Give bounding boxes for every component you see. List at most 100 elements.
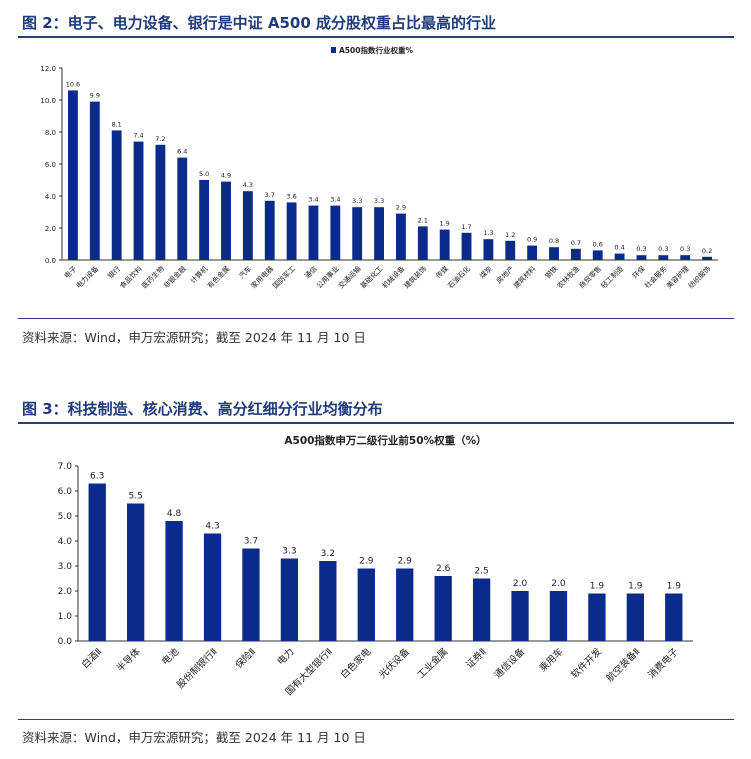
fig3-bar [242,548,260,641]
fig2-category-label: 电力设备 [74,264,100,290]
fig3-y-tick-label: 3.0 [58,562,73,572]
fig2-bar [308,205,319,260]
fig2-bar [483,239,494,260]
fig2-data-label: 3.4 [330,196,340,204]
fig2-bar [570,248,581,260]
fig2-category-label: 传媒 [434,264,450,280]
fig2-data-label: 0.8 [549,237,559,245]
fig2-data-label: 3.3 [374,197,384,205]
fig3-y-tick-label: 7.0 [58,462,73,472]
fig2-category-label: 环保 [631,264,647,280]
fig2-category-label: 机械设备 [380,264,406,290]
fig2-category-label: 农林牧渔 [555,264,581,290]
fig3-y-tick-label: 6.0 [58,487,73,497]
fig2-data-label: 1.3 [483,229,493,237]
figure2-top-rule [18,36,734,38]
fig2-data-label: 8.1 [111,120,121,128]
fig3-data-label: 2.6 [436,564,451,574]
figure2-bottom-rule [18,318,734,319]
fig2-bar [68,90,78,261]
fig3-data-label: 1.9 [590,582,605,592]
fig3-data-label: 2.0 [513,579,528,589]
figure3-title: 图 3：科技制造、核心消费、高分红细分行业均衡分布 [22,400,383,418]
chart-sw-level2-weights: A500指数申万二级行业前50%权重（%） 0.0 1.0 2.0 3.0 4.0 5.0 6… [58,434,693,698]
fig2-category-label: 煤炭 [478,264,494,280]
fig2-category-label: 美容护理 [664,264,690,290]
fig2-y-tick-label: 10.0 [40,97,56,105]
fig2-data-label: 5.0 [199,170,209,178]
fig3-bar [319,561,337,641]
fig3-data-label: 5.5 [128,492,142,502]
fig2-category-label: 银行 [106,264,122,280]
fig2-data-label: 3.6 [286,192,296,200]
figure2-source: 资料来源：Wind，申万宏源研究；截至 2024 年 11 月 10 日 [22,330,366,345]
fig3-category-label: 证券Ⅱ [463,646,488,671]
fig3-bar [434,576,452,641]
fig2-data-label: 6.4 [177,148,187,156]
fig3-data-label: 2.5 [474,567,488,577]
fig3-category-label: 白色家电 [338,645,374,681]
fig2-data-label: 7.4 [133,132,143,140]
figure3-bottom-rule [18,719,734,720]
fig2-bar [155,144,166,260]
fig2-data-label: 0.4 [614,244,624,252]
fig2-category-label: 有色金属 [205,264,231,290]
fig3-bar [588,593,606,641]
fig2-legend-label: A500指数行业权重% [339,45,413,55]
fig2-data-label: 3.7 [265,191,275,199]
fig2-bar [133,141,144,260]
fig3-y-tick-label: 0.0 [58,637,73,647]
fig3-category-label: 白酒Ⅱ [79,646,104,671]
fig2-data-label: 0.6 [593,240,603,248]
fig3-chart-title: A500指数申万二级行业前50%权重（%） [284,434,486,447]
fig2-data-label: 3.3 [352,197,362,205]
fig2-data-label: 0.3 [658,245,668,253]
fig3-category-label: 电池 [159,645,181,667]
fig3-data-label: 3.3 [282,547,296,557]
fig2-category-label: 家用电器 [249,264,275,290]
fig2-category-label: 房地产 [494,264,515,285]
fig2-data-label: 1.7 [461,223,471,231]
fig3-category-label: 保险Ⅱ [233,646,258,671]
fig2-category-label: 基础化工 [358,264,384,290]
fig2-data-label: 3.4 [308,196,318,204]
fig2-data-label: 0.2 [702,247,712,255]
fig2-data-label: 9.9 [90,92,100,100]
fig3-data-label: 2.9 [398,557,413,567]
fig2-data-label: 10.6 [66,80,80,88]
fig3-data-label: 3.2 [321,549,335,559]
fig2-bar [680,255,691,260]
fig2-category-label: 纺织服饰 [686,264,712,290]
fig2-bar [614,253,625,260]
fig2-category-label: 国防军工 [271,264,297,290]
fig3-data-label: 1.9 [628,582,643,592]
fig3-category-label: 消费电子 [646,645,682,681]
fig2-bar [330,205,341,260]
fig3-category-label: 软件开发 [569,645,605,681]
fig3-category-label: 股份制银行Ⅱ [174,646,219,691]
fig2-y-tick-label: 8.0 [45,129,56,137]
fig2-bar [396,213,406,260]
fig2-bar [417,226,428,260]
fig3-bar [472,578,491,641]
fig2-category-label: 电子 [62,264,78,280]
fig2-category-label: 钢铁 [543,264,559,280]
fig3-category-label: 乘用车 [537,646,566,675]
fig2-data-label: 0.3 [680,245,690,253]
fig2-bar [702,256,712,260]
fig2-data-label: 4.3 [243,181,253,189]
fig3-y-tick-label: 2.0 [58,587,73,597]
fig2-bar [527,245,538,260]
fig3-data-label: 2.0 [551,579,566,589]
chart-industry-weights: A500指数行业权重% 0.0 2.0 4.0 6.0 8.0 10.0 12.0 10.6 电子… [40,45,718,290]
fig3-category-label: 航空装备Ⅱ [604,646,643,685]
fig2-legend-swatch [331,47,336,53]
fig2-category-label: 建筑装饰 [402,264,428,290]
fig2-category-label: 汽车 [237,264,253,280]
fig2-category-label: 食品饮料 [118,264,144,290]
fig2-data-label: 0.9 [527,236,537,244]
figure3-source: 资料来源：Wind，申万宏源研究；截至 2024 年 11 月 10 日 [22,730,366,745]
fig2-bar [549,247,559,260]
fig2-data-label: 1.2 [505,231,515,239]
fig3-bar [626,593,644,641]
